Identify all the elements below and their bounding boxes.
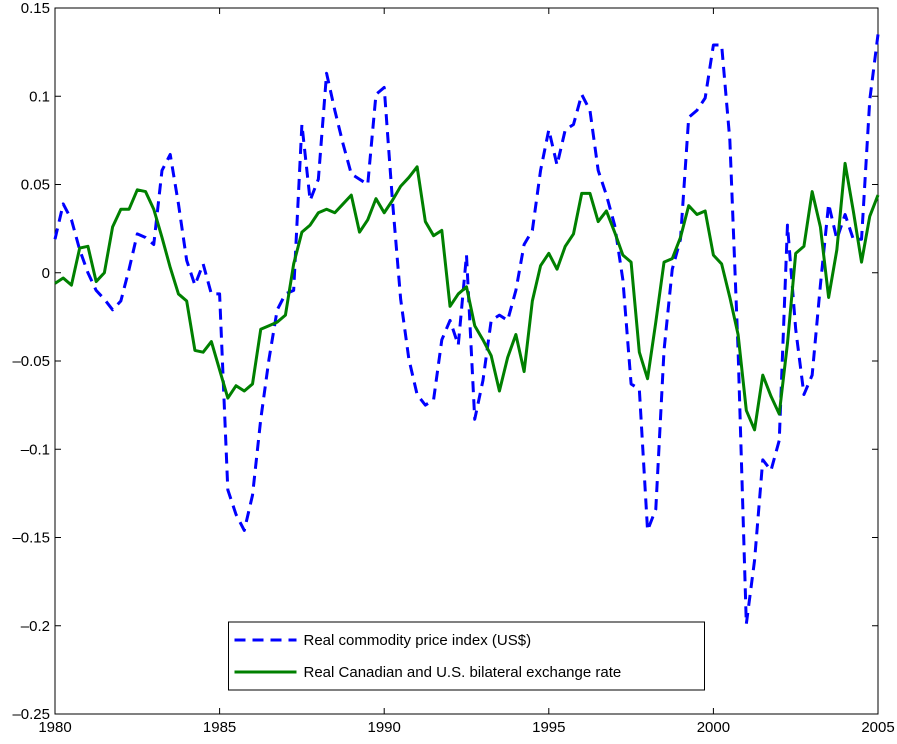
x-tick-label: 2005: [861, 719, 894, 736]
y-tick-label: 0.15: [21, 0, 50, 17]
legend: Real commodity price index (US$) Real Can…: [228, 621, 705, 691]
legend-label: Real Canadian and U.S. bilateral exchang…: [304, 664, 622, 681]
series-line: [54, 161, 880, 432]
y-tick-label: –0.2: [21, 618, 50, 635]
y-tick-label: 0.1: [29, 88, 50, 105]
y-tick-label: 0: [42, 265, 50, 282]
x-tick-label: 1990: [368, 719, 401, 736]
y-tick-label: –0.25: [12, 706, 50, 723]
series-line: [53, 34, 880, 626]
y-tick-label: –0.05: [12, 353, 50, 370]
y-tick-label: 0.05: [21, 177, 50, 194]
legend-label: Real commodity price index (US$): [304, 632, 532, 649]
legend-box: [228, 621, 705, 691]
x-tick-label: 1980: [38, 719, 71, 736]
x-tick-label: 1985: [203, 719, 236, 736]
y-tick-label: –0.15: [12, 530, 50, 547]
plot-area: [54, 7, 879, 715]
y-tick-label: –0.1: [21, 441, 50, 458]
x-tick-label: 2000: [697, 719, 730, 736]
x-tick-label: 1995: [532, 719, 565, 736]
